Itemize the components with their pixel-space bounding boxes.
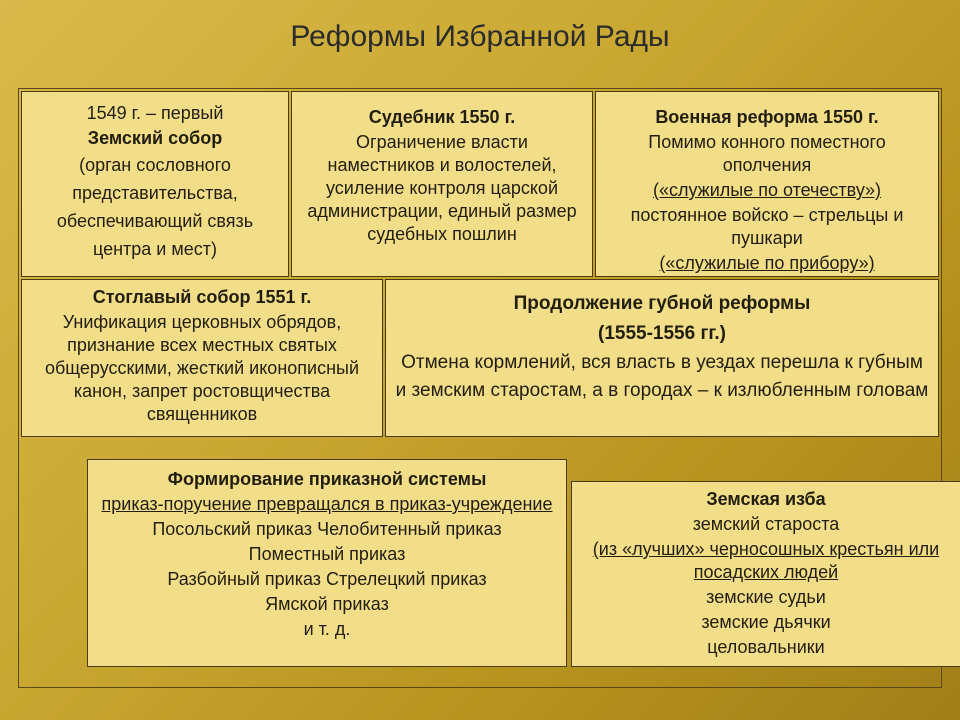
box-zemsky-sobor: 1549 г. – первый Земский собор (орган со…	[21, 91, 289, 277]
text: Помимо конного поместного ополчения	[604, 131, 930, 177]
box-military: Военная реформа 1550 г. Помимо конного п…	[595, 91, 939, 277]
box-stoglav: Стоглавый собор 1551 г. Унификация церко…	[21, 279, 383, 437]
text-underline: («служилые по отечеству»)	[604, 179, 930, 202]
text-bold: Судебник 1550 г.	[300, 106, 584, 129]
text: (орган сословного представительства, обе…	[30, 152, 280, 264]
text-bold: (1555-1556 гг.)	[394, 320, 930, 348]
text: Ограничение власти наместников и волосте…	[300, 131, 584, 246]
text: Разбойный приказ Стрелецкий приказ	[96, 568, 558, 591]
box-prikaz: Формирование приказной системы приказ-по…	[87, 459, 567, 667]
text-bold: Формирование приказной системы	[96, 468, 558, 491]
text-bold: Земская изба	[580, 488, 952, 511]
text: 1549 г. – первый	[30, 102, 280, 125]
text-bold: Продолжение губной реформы	[394, 290, 930, 318]
text-underline: («служилые по прибору»)	[604, 252, 930, 275]
text-bold: Земский собор	[30, 127, 280, 150]
text-bold: Военная реформа 1550 г.	[604, 106, 930, 129]
text: и т. д.	[96, 618, 558, 641]
text: Ямской приказ	[96, 593, 558, 616]
text: сотские, пятидесятские, десятские	[580, 661, 952, 667]
text: постоянное войско – стрельцы и пушкари	[604, 204, 930, 250]
text-bold: Стоглавый собор 1551 г.	[30, 286, 374, 309]
content-frame: 1549 г. – первый Земский собор (орган со…	[18, 88, 942, 688]
text: земские дьячки	[580, 611, 952, 634]
text: Поместный приказ	[96, 543, 558, 566]
page-title: Реформы Избранной Рады	[0, 0, 960, 68]
box-gubnaya: Продолжение губной реформы (1555-1556 гг…	[385, 279, 939, 437]
text-underline: приказ-поручение превращался в приказ-уч…	[96, 493, 558, 516]
text: Посольский приказ Челобитенный приказ	[96, 518, 558, 541]
text: земские судьи	[580, 586, 952, 609]
text: целовальники	[580, 636, 952, 659]
text-underline: (из «лучших» черносошных крестьян или по…	[580, 538, 952, 584]
text: Унификация церковных обрядов, признание …	[30, 311, 374, 426]
box-izba: Земская изба земский староста (из «лучши…	[571, 481, 960, 667]
box-sudebnik: Судебник 1550 г. Ограничение власти наме…	[291, 91, 593, 277]
text: земский староста	[580, 513, 952, 536]
text: Отмена кормлений, вся власть в уездах пе…	[394, 349, 930, 404]
